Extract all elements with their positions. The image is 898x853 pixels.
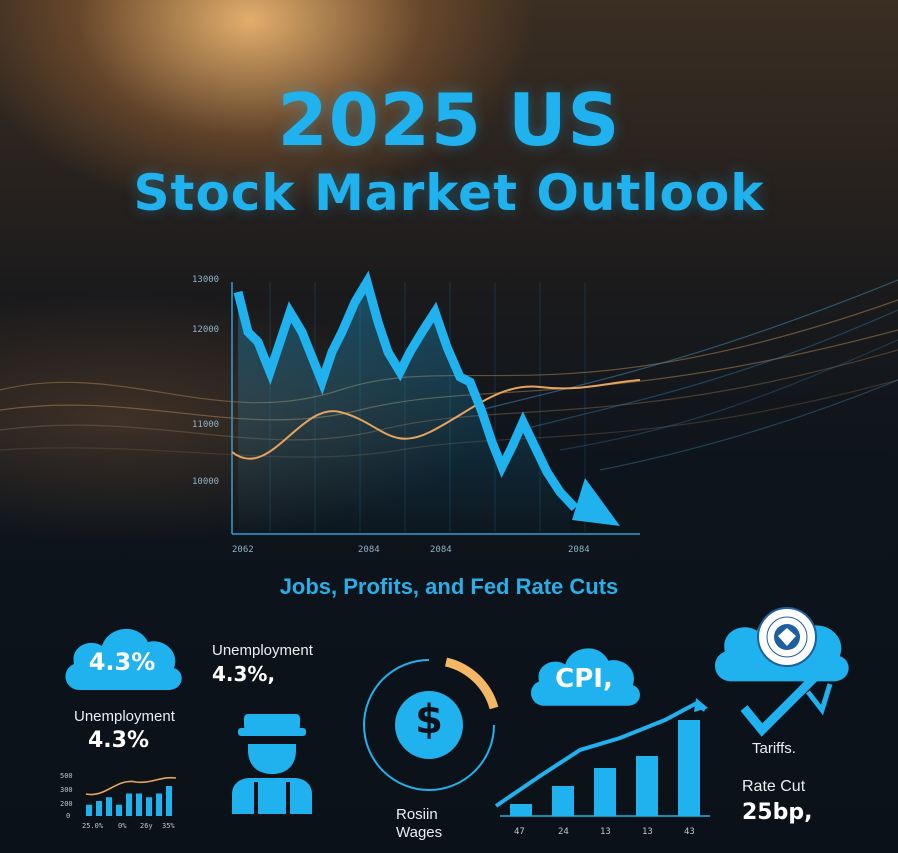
cpi-cloud-label: CPI, xyxy=(555,664,613,694)
main-chart-y-tick: 11000 xyxy=(192,420,219,430)
wages-label-line2: Wages xyxy=(396,824,443,841)
mini-chart-bar xyxy=(156,793,162,816)
cpi-trend-line xyxy=(494,701,707,808)
mini-chart-bar xyxy=(126,793,132,816)
tariffs-label: Tariffs. xyxy=(752,740,796,757)
main-chart-area xyxy=(238,282,570,534)
main-chart-x-tick: 2084 xyxy=(358,545,380,555)
cpi-x-tick: 43 xyxy=(684,827,695,837)
section-subtitle: Jobs, Profits, and Fed Rate Cuts xyxy=(279,574,619,599)
mini-chart-bar xyxy=(166,786,172,816)
dollar-icon: $ xyxy=(415,697,443,743)
rate-cut-value: 25bp, xyxy=(742,800,813,825)
cpi-bar-chart: 47 24 13 13 43 xyxy=(494,698,710,837)
main-chart-x-tick: 2084 xyxy=(430,545,452,555)
check-arrow-icon xyxy=(740,670,833,737)
main-chart: 13000 12000 11000 10000 2062 2084 2084 2… xyxy=(192,270,641,555)
mini-bar-chart: 500 300 200 0 25.0% 0% 26y 35% xyxy=(60,772,177,830)
mini-chart-x-tick: 25.0% xyxy=(82,822,104,830)
mini-chart-y-tick: 300 xyxy=(60,786,73,794)
main-chart-y-tick: 10000 xyxy=(192,477,219,487)
cpi-bar xyxy=(552,786,574,816)
cpi-bar xyxy=(636,756,658,816)
unemployment-mid-value: 4.3%, xyxy=(212,662,276,686)
main-chart-x-tick: 2062 xyxy=(232,545,254,555)
mini-chart-bar xyxy=(86,804,92,816)
cpi-bar xyxy=(510,804,532,816)
worker-icon xyxy=(232,714,312,814)
cpi-bar xyxy=(594,768,616,816)
main-chart-x-tick: 2084 xyxy=(568,545,590,555)
mini-chart-bar xyxy=(106,797,112,816)
main-chart-orange-line xyxy=(231,379,641,460)
cpi-cloud: CPI, xyxy=(524,634,644,710)
rate-cut-label: Rate Cut xyxy=(742,778,806,795)
fed-seal-icon xyxy=(757,607,817,667)
cpi-bar xyxy=(678,720,700,816)
unemployment-mid-label: Unemployment xyxy=(212,642,313,659)
main-chart-y-tick: 12000 xyxy=(192,325,219,335)
mini-chart-x-tick: 35% xyxy=(162,822,175,830)
mini-chart-bar xyxy=(136,793,142,816)
mini-chart-bar xyxy=(146,797,152,816)
wages-gauge xyxy=(363,657,499,791)
cpi-x-tick: 24 xyxy=(558,827,569,837)
page-title-line2: Stock Market Outlook xyxy=(133,164,765,222)
main-chart-y-tick: 13000 xyxy=(192,275,219,285)
mini-chart-x-tick: 0% xyxy=(118,822,127,830)
cpi-trend-arrow xyxy=(694,698,708,712)
mini-chart-y-tick: 0 xyxy=(66,812,70,820)
page-title-line1: 2025 US xyxy=(277,78,621,162)
cloud-icon xyxy=(65,628,182,690)
mini-chart-bar xyxy=(116,804,122,816)
main-chart-arrow-head xyxy=(572,478,620,526)
main-chart-blue-line xyxy=(233,270,579,512)
mini-chart-y-tick: 500 xyxy=(60,772,73,780)
unemployment-cloud-value: 4.3% xyxy=(88,648,156,676)
cloud-icon xyxy=(530,648,640,706)
mini-chart-x-tick: 26y xyxy=(140,822,153,830)
unemployment-left-value: 4.3% xyxy=(88,728,150,753)
unemployment-left-label: Unemployment xyxy=(74,708,175,725)
unemployment-cloud: 4.3% xyxy=(58,614,186,694)
mini-chart-bar xyxy=(96,801,102,816)
cpi-x-tick: 13 xyxy=(642,827,653,837)
wages-label-line1: Rosiin xyxy=(396,806,438,823)
mini-chart-trend-line xyxy=(85,776,177,796)
mini-chart-y-tick: 200 xyxy=(60,800,73,808)
cpi-x-tick: 47 xyxy=(514,827,525,837)
cpi-x-tick: 13 xyxy=(600,827,611,837)
